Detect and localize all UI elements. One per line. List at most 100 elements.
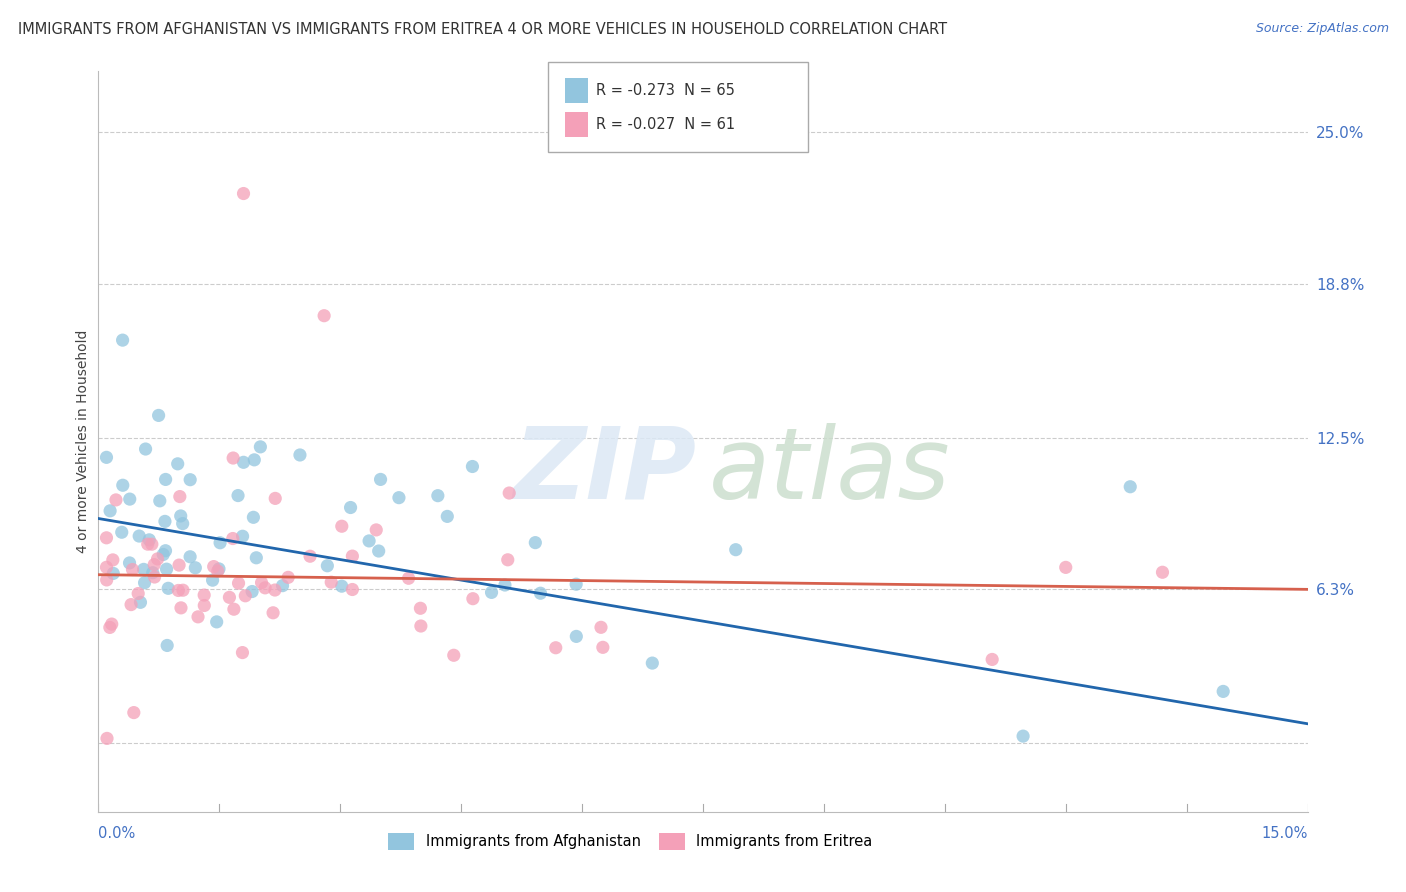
Point bbox=[330, 519, 353, 533]
Point bbox=[262, 606, 284, 620]
Point bbox=[330, 579, 353, 593]
Point bbox=[167, 558, 190, 573]
Point bbox=[193, 599, 215, 613]
Point bbox=[565, 577, 588, 591]
Point bbox=[242, 510, 264, 524]
Point bbox=[494, 578, 516, 592]
Point bbox=[155, 562, 177, 576]
Point bbox=[155, 543, 177, 558]
Point bbox=[218, 591, 240, 605]
Point bbox=[179, 473, 201, 487]
Point bbox=[128, 529, 150, 543]
Point bbox=[1054, 560, 1077, 574]
Point bbox=[138, 533, 160, 547]
Point bbox=[111, 333, 134, 347]
Point bbox=[96, 560, 118, 574]
Text: Source: ZipAtlas.com: Source: ZipAtlas.com bbox=[1256, 22, 1389, 36]
Point bbox=[592, 640, 614, 655]
Point bbox=[120, 598, 142, 612]
Text: 0.0%: 0.0% bbox=[98, 826, 135, 841]
Point bbox=[565, 629, 588, 643]
Point bbox=[118, 556, 141, 570]
Point bbox=[208, 562, 231, 576]
Point bbox=[184, 561, 207, 575]
Point bbox=[250, 575, 273, 590]
Point bbox=[143, 558, 166, 572]
Point bbox=[409, 601, 432, 615]
Point bbox=[141, 537, 163, 551]
Legend: Immigrants from Afghanistan, Immigrants from Eritrea: Immigrants from Afghanistan, Immigrants … bbox=[382, 827, 879, 856]
Point bbox=[170, 508, 193, 523]
Point bbox=[1119, 480, 1142, 494]
Point bbox=[193, 588, 215, 602]
Point bbox=[981, 652, 1004, 666]
Point bbox=[143, 570, 166, 584]
Point bbox=[443, 648, 465, 663]
Point bbox=[426, 489, 449, 503]
Point bbox=[153, 515, 176, 529]
Point bbox=[226, 489, 249, 503]
Point bbox=[103, 566, 125, 581]
Point bbox=[222, 602, 245, 616]
Point bbox=[264, 491, 287, 506]
Text: R = -0.273  N = 65: R = -0.273 N = 65 bbox=[596, 83, 735, 97]
Text: atlas: atlas bbox=[709, 423, 950, 520]
Point bbox=[96, 573, 118, 587]
Point bbox=[321, 575, 343, 590]
Point bbox=[271, 579, 294, 593]
Point bbox=[398, 571, 420, 585]
Point bbox=[142, 566, 165, 580]
Point bbox=[96, 531, 118, 545]
Point bbox=[1212, 684, 1234, 698]
Point bbox=[461, 459, 484, 474]
Point bbox=[111, 478, 134, 492]
Point bbox=[316, 558, 339, 573]
Point bbox=[201, 573, 224, 587]
Point bbox=[129, 595, 152, 609]
Point bbox=[366, 523, 388, 537]
Point bbox=[232, 186, 254, 201]
Point bbox=[249, 440, 271, 454]
Point bbox=[436, 509, 458, 524]
Point bbox=[167, 583, 190, 598]
Point bbox=[187, 610, 209, 624]
Point bbox=[205, 615, 228, 629]
Text: 15.0%: 15.0% bbox=[1261, 826, 1308, 841]
Point bbox=[132, 562, 155, 576]
Point bbox=[121, 562, 143, 576]
Point bbox=[231, 646, 253, 660]
Point bbox=[299, 549, 322, 564]
Point bbox=[342, 582, 364, 597]
Text: R = -0.027  N = 61: R = -0.027 N = 61 bbox=[596, 118, 735, 132]
Text: IMMIGRANTS FROM AFGHANISTAN VS IMMIGRANTS FROM ERITREA 4 OR MORE VEHICLES IN HOU: IMMIGRANTS FROM AFGHANISTAN VS IMMIGRANT… bbox=[18, 22, 948, 37]
Point bbox=[232, 455, 254, 469]
Point bbox=[207, 564, 229, 578]
Point bbox=[172, 516, 194, 531]
Point bbox=[1012, 729, 1035, 743]
Point bbox=[104, 492, 127, 507]
Point bbox=[496, 553, 519, 567]
Point bbox=[170, 600, 193, 615]
Point bbox=[240, 584, 263, 599]
Point bbox=[277, 570, 299, 584]
Point bbox=[98, 504, 121, 518]
Point bbox=[146, 552, 169, 566]
Point bbox=[232, 529, 254, 543]
Point bbox=[101, 553, 124, 567]
Y-axis label: 4 or more Vehicles in Household: 4 or more Vehicles in Household bbox=[76, 330, 90, 553]
Point bbox=[202, 559, 225, 574]
Point bbox=[1152, 566, 1174, 580]
Point bbox=[169, 490, 191, 504]
Point bbox=[96, 450, 118, 465]
Point bbox=[157, 582, 180, 596]
Point bbox=[134, 575, 156, 590]
Point bbox=[339, 500, 361, 515]
Point bbox=[98, 620, 121, 634]
Point bbox=[409, 619, 432, 633]
Point bbox=[156, 639, 179, 653]
Point bbox=[222, 450, 245, 465]
Point bbox=[641, 656, 664, 670]
Point bbox=[524, 535, 547, 549]
Point bbox=[118, 492, 141, 507]
Point bbox=[529, 586, 551, 600]
